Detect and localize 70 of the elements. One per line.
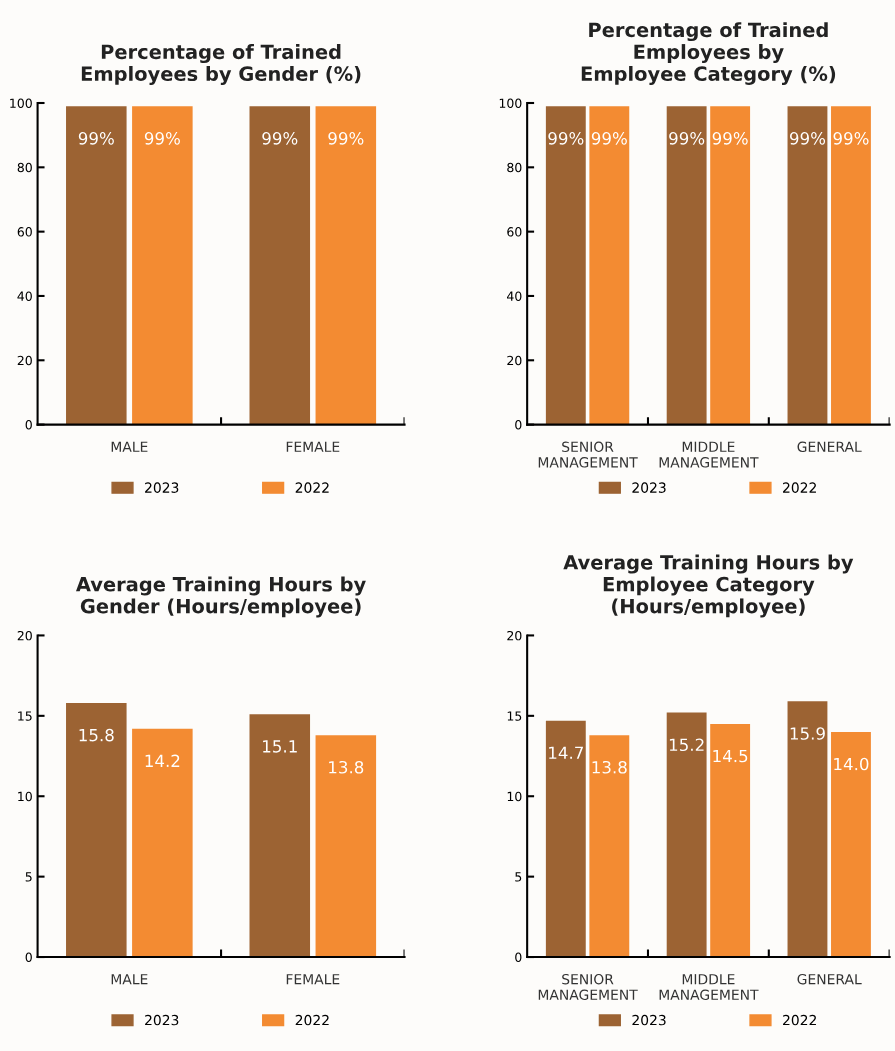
y-tick-label: 20: [507, 355, 522, 366]
data-label: 13.8: [592, 760, 627, 774]
chart-title: Percentage of Trained Employees by Gender (%): [81, 44, 361, 85]
y-tick-label: 20: [507, 630, 522, 641]
data-label: 14.7: [549, 746, 583, 759]
y-tick-label: 60: [17, 227, 32, 237]
data-label: 99%: [591, 132, 627, 145]
bar: [787, 701, 828, 958]
y-tick-label: 0: [515, 952, 522, 962]
data-label: 14.0: [834, 757, 869, 771]
data-label: 99%: [328, 132, 364, 145]
data-label: 14.2: [145, 754, 180, 767]
legend-label: 2023: [145, 1014, 179, 1026]
y-tick-label: 10: [507, 791, 522, 802]
x-tick-label: SENIOR MANAGEMENT: [538, 973, 638, 1001]
bar: [589, 735, 630, 958]
data-label: 99%: [833, 132, 869, 145]
y-tick-label: 40: [17, 291, 32, 301]
data-label: 99%: [712, 132, 748, 145]
y-tick-label: 5: [25, 872, 32, 882]
y-tick-label: 20: [17, 630, 32, 641]
legend-label: 2023: [632, 1014, 666, 1026]
y-tick-label: 15: [18, 711, 32, 721]
bar: [545, 720, 586, 958]
x-tick-label: SENIOR MANAGEMENT: [538, 441, 638, 468]
x-tick-label: MALE: [111, 974, 148, 985]
y-tick-label: 15: [507, 711, 522, 721]
x-tick-label: MIDDLE MANAGEMENT: [659, 441, 759, 468]
y-tick-label: 20: [17, 355, 32, 366]
bar: [710, 723, 751, 958]
chart-title: Percentage of Trained Employees by Employee Category (%): [581, 22, 836, 85]
y-tick-label: 100: [10, 98, 32, 108]
legend-label: 2022: [783, 1014, 816, 1026]
x-tick-label: FEMALE: [286, 974, 340, 985]
bar: [666, 712, 707, 958]
chart-title: Average Training Hours by Gender (Hours/employee): [75, 576, 366, 618]
y-tick-label: 0: [25, 952, 32, 962]
legend-label: 2022: [295, 482, 329, 493]
chart-title: Average Training Hours by Employee Category (Hours/employee): [563, 554, 854, 618]
x-tick-label: MIDDLE MANAGEMENT: [659, 974, 759, 1001]
y-tick-label: 100: [499, 98, 522, 108]
y-tick-label: 0: [515, 420, 522, 430]
data-label: 99%: [548, 132, 584, 145]
data-label: 15.2: [669, 738, 704, 752]
legend-label: 2023: [632, 482, 666, 493]
y-tick-label: 80: [507, 162, 522, 173]
data-label: 14.5: [713, 749, 748, 763]
y-tick-label: 5: [515, 872, 522, 882]
data-label: 99%: [790, 132, 826, 145]
x-tick-label: MALE: [111, 441, 148, 452]
data-label: 15.9: [790, 727, 825, 740]
y-tick-label: 10: [18, 791, 32, 802]
legend-label: 2022: [783, 482, 816, 493]
y-tick-label: 0: [25, 420, 32, 430]
x-tick-label: FEMALE: [286, 441, 340, 452]
data-label: 99%: [78, 132, 114, 145]
x-tick-label: GENERAL: [797, 441, 862, 453]
bar: [831, 731, 871, 958]
legend-label: 2022: [295, 1014, 329, 1026]
y-tick-label: 40: [507, 291, 522, 301]
y-tick-label: 60: [507, 227, 522, 237]
data-label: 13.8: [329, 760, 364, 774]
data-label: 99%: [669, 132, 705, 145]
data-label: 99%: [144, 132, 180, 145]
data-label: 15.1: [263, 740, 297, 753]
data-label: 15.8: [79, 728, 114, 742]
data-label: 99%: [262, 132, 298, 145]
x-tick-label: GENERAL: [797, 973, 862, 985]
legend-label: 2023: [145, 482, 179, 493]
y-tick-label: 80: [17, 162, 32, 173]
